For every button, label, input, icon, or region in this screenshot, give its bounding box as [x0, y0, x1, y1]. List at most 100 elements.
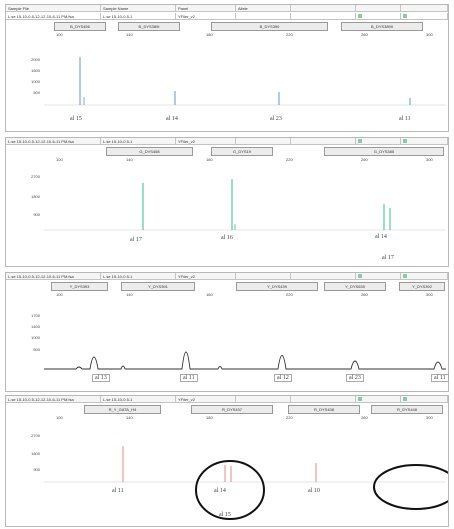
header-row: L.se 15-10-0.5-12-12-10-6-11 PM.fsa L.se… [6, 273, 448, 280]
x-tick: 140 [126, 292, 133, 297]
col-sample-name: Sample Name [101, 5, 176, 12]
marker-bin[interactable]: Y_DYS391 [121, 282, 195, 291]
allele-label: al 16 [221, 235, 233, 241]
allele-label: al 10 [308, 488, 320, 494]
marker-bin[interactable]: B_DYS456 [54, 22, 106, 31]
sample-name-value: L.se 15-10-0.5-1 [101, 396, 176, 403]
x-tick: 100 [56, 415, 63, 420]
marker-bar: R_Y_GATA_H4 R_DYS437 R_DYS438 R_DYS448 [6, 404, 448, 414]
allele-label: al 11 [112, 488, 124, 494]
trace-plot [44, 351, 446, 370]
marker-bin[interactable]: Y_DYS439 [236, 282, 318, 291]
marker-bin[interactable]: G_DYS458 [106, 147, 193, 156]
x-tick: 180 [206, 32, 213, 37]
x-tick: 300 [426, 157, 433, 162]
panel-value: YFiler_v2 [176, 138, 236, 145]
sample-file-value: L.se 15-10-0.5-12-12-10-6-11 PM.fsa [6, 13, 101, 20]
marker-bin[interactable]: R_Y_GATA_H4 [84, 405, 161, 414]
allele-label: al 12 [274, 374, 292, 382]
panel-value: YFiler_v2 [176, 396, 236, 403]
sample-name-value: L.se 15-10-0.5-1 [101, 138, 176, 145]
col-empty [356, 5, 401, 12]
cell [236, 138, 291, 145]
electropherogram-panel-red: L.se 15-10-0.5-12-12-10-6-11 PM.fsa L.se… [5, 395, 449, 527]
allele-label: al 17 [130, 237, 142, 243]
cell [356, 138, 401, 145]
x-tick: 300 [426, 415, 433, 420]
col-allele: Allele [236, 5, 291, 12]
status-indicator [403, 14, 407, 18]
marker-bin[interactable]: B_DYS389II [341, 22, 423, 31]
allele-label: al 14 [166, 116, 178, 122]
y-tick: 2700 [31, 433, 40, 438]
marker-bin[interactable]: B_DYS389I [118, 22, 180, 31]
allele-label: al 17 [382, 255, 394, 261]
y-tick: 900 [33, 467, 40, 472]
marker-bar: B_DYS456 B_DYS389I B_DYS390 B_DYS389II [6, 21, 448, 31]
status-indicator [403, 397, 407, 401]
cell [291, 138, 356, 145]
marker-bin[interactable]: R_DYS448 [371, 405, 443, 414]
allele-label: al 11 [399, 116, 411, 122]
x-tick: 260 [361, 157, 368, 162]
x-tick: 300 [426, 32, 433, 37]
y-tick: 1000 [31, 335, 40, 340]
cell [236, 273, 291, 280]
x-tick: 140 [126, 157, 133, 162]
x-tick: 260 [361, 32, 368, 37]
marker-bin[interactable]: G_DYS19 [211, 147, 273, 156]
x-tick: 260 [361, 292, 368, 297]
allele-label: al 15 [219, 512, 231, 518]
allele-label: al 15 [70, 116, 82, 122]
status-indicator [358, 139, 362, 143]
cell [401, 13, 448, 20]
allele-label: al 14 [214, 488, 226, 494]
x-tick: 100 [56, 292, 63, 297]
marker-bin[interactable]: Y_DYS393 [51, 282, 108, 291]
marker-bin[interactable]: Y_DYS635 [324, 282, 386, 291]
sample-file-value: L.se 15-10-0.5-12-12-10-6-11 PM.fsa [6, 138, 101, 145]
trace-plot [44, 179, 446, 231]
y-tick: 1800 [31, 451, 40, 456]
sample-file-value: L.se 15-10-0.5-12-12-10-6-11 PM.fsa [6, 273, 101, 280]
marker-bin[interactable]: Y_DYS392 [399, 282, 445, 291]
marker-bin[interactable]: G_DYS385 [324, 147, 444, 156]
sample-name-value: L.se 15-10-0.5-1 [101, 13, 176, 20]
cell [401, 138, 448, 145]
allele-label: al 14 [375, 234, 387, 240]
electropherogram-panel-yellow: L.se 15-10-0.5-12-12-10-6-11 PM.fsa L.se… [5, 272, 449, 392]
x-tick: 100 [56, 157, 63, 162]
electropherogram-panel-blue: Sample File Sample Name Panel Allele L.s… [5, 4, 449, 132]
trace-plot [44, 446, 448, 520]
allele-label: al 23 [346, 374, 364, 382]
y-tick: 500 [33, 90, 40, 95]
cell [356, 13, 401, 20]
y-tick: 1500 [31, 68, 40, 73]
panel-value: YFiler_v2 [176, 273, 236, 280]
electropherogram-panel-green: L.se 15-10-0.5-12-12-10-6-11 PM.fsa L.se… [5, 137, 449, 267]
cell [356, 273, 401, 280]
y-tick: 2000 [31, 57, 40, 62]
header-row: Sample File Sample Name Panel Allele [6, 5, 448, 12]
marker-bin[interactable]: R_DYS438 [288, 405, 360, 414]
allele-label: al 11 [431, 374, 449, 382]
col-empty [291, 5, 356, 12]
marker-bar: G_DYS458 G_DYS19 G_DYS385 [6, 146, 448, 156]
cell [236, 396, 291, 403]
x-tick: 220 [286, 415, 293, 420]
marker-bar: Y_DYS393 Y_DYS391 Y_DYS439 Y_DYS635 Y_DY… [6, 281, 448, 291]
header-row: L.se 15-10-0.5-12-12-10-6-11 PM.fsa L.se… [6, 138, 448, 145]
cell [356, 396, 401, 403]
marker-bin[interactable]: B_DYS390 [211, 22, 328, 31]
x-tick: 180 [206, 415, 213, 420]
status-indicator [358, 14, 362, 18]
col-panel: Panel [176, 5, 236, 12]
y-tick: 1700 [31, 313, 40, 318]
marker-bin[interactable]: R_DYS437 [191, 405, 273, 414]
status-indicator [403, 139, 407, 143]
allele-label: al 11 [180, 374, 198, 382]
y-tick: 1800 [31, 194, 40, 199]
allele-label: al 23 [270, 116, 282, 122]
allele-label: al 13 [92, 374, 110, 382]
hand-drawn-circle [195, 460, 265, 520]
